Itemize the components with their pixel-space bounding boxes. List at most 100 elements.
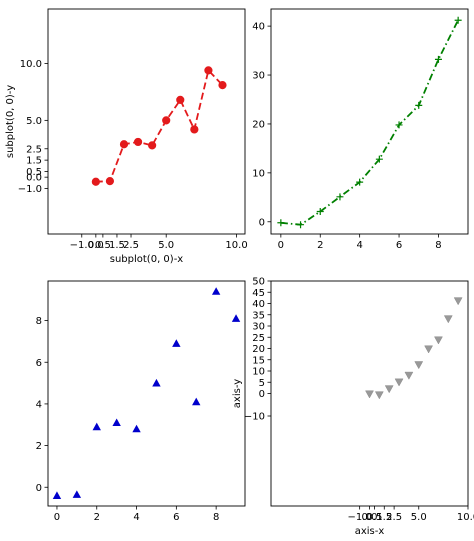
data-point-10 <box>231 314 241 322</box>
series-1 <box>365 297 463 400</box>
x-tick-label: 0 <box>54 512 60 523</box>
axes-frame <box>270 280 469 507</box>
data-point-6 <box>162 116 171 125</box>
y-tick-label: 0 <box>36 483 42 494</box>
data-point-1 <box>365 390 374 399</box>
data-point-8 <box>190 125 199 134</box>
data-point-10 <box>218 81 227 90</box>
x-tick-label: −1.0 <box>348 512 372 523</box>
x-tick-label: 4 <box>133 512 139 523</box>
y-tick-label: 10 <box>252 168 265 179</box>
data-point-10 <box>454 16 462 24</box>
x-tick-label: 5.0 <box>411 512 427 523</box>
y-tick-label: 30 <box>252 322 265 333</box>
y-tick-label: 35 <box>252 310 265 321</box>
data-point-5 <box>132 424 141 433</box>
y-tick-label: 0.0 <box>26 173 42 184</box>
x-tick-label: 10.0 <box>225 240 247 251</box>
data-point-6 <box>414 361 424 370</box>
data-point-2 <box>105 177 115 186</box>
y-tick-label: 0.5 <box>26 167 42 178</box>
data-point-10 <box>453 297 463 306</box>
y-tick-label: 15 <box>252 355 265 366</box>
x-tick-label: 0.0 <box>362 512 378 523</box>
x-tick-label: 2.5 <box>123 240 139 251</box>
data-point-4 <box>133 137 143 147</box>
data-point-2 <box>297 221 305 229</box>
data-point-1 <box>91 177 100 186</box>
data-point-3 <box>92 422 101 431</box>
y-tick-label: 0 <box>259 389 265 400</box>
axes-frame <box>270 8 469 235</box>
data-point-7 <box>172 339 181 347</box>
y-tick-label: 5.0 <box>26 116 42 127</box>
series-1 <box>91 66 227 186</box>
x-tick-label: 0.5 <box>366 512 382 523</box>
series-1 <box>277 16 462 229</box>
y-tick-label: 20 <box>252 344 265 355</box>
y-axis-label: subplot(0, 0)-y <box>5 85 16 158</box>
x-tick-label: 2.5 <box>386 512 402 523</box>
data-point-7 <box>424 345 434 354</box>
data-point-8 <box>192 397 201 406</box>
data-point-3 <box>119 140 129 149</box>
axes-frame <box>47 8 246 235</box>
y-tick-label: 20 <box>252 119 265 130</box>
y-tick-label: 25 <box>252 333 265 344</box>
y-tick-label: 2.5 <box>26 144 42 155</box>
y-tick-label: 4 <box>36 399 42 410</box>
series-line <box>280 19 459 226</box>
data-point-9 <box>443 315 453 324</box>
data-point-6 <box>375 155 383 163</box>
x-tick-label: 2 <box>317 240 323 251</box>
data-point-8 <box>434 336 443 345</box>
x-tick-label: 8 <box>435 240 441 251</box>
data-point-8 <box>415 101 423 109</box>
y-tick-label: 0 <box>259 217 265 228</box>
data-point-7 <box>176 95 185 105</box>
x-tick-label: 1.5 <box>109 240 125 251</box>
y-tick-label: 40 <box>252 299 265 310</box>
data-point-4 <box>112 418 121 427</box>
y-tick-label: 40 <box>252 22 265 33</box>
y-tick-label: 50 <box>252 277 265 288</box>
data-point-9 <box>434 55 442 63</box>
y-tick-label: 8 <box>36 316 42 327</box>
series-1 <box>52 287 241 499</box>
x-tick-label: 0.0 <box>88 240 104 251</box>
data-point-1 <box>277 219 285 227</box>
x-tick-label: 0.5 <box>95 240 111 251</box>
y-tick-label: 30 <box>252 71 265 82</box>
data-point-9 <box>211 287 221 295</box>
x-tick-label: −1.0 <box>70 240 94 251</box>
x-tick-label: 2 <box>94 512 100 523</box>
data-point-3 <box>316 208 324 215</box>
data-point-7 <box>395 121 403 129</box>
y-tick-label: 5 <box>259 378 265 389</box>
data-point-2 <box>72 490 82 498</box>
data-point-2 <box>374 391 384 400</box>
x-tick-label: 10.0 <box>457 512 474 523</box>
data-point-1 <box>52 491 62 499</box>
data-point-6 <box>152 378 161 387</box>
y-tick-label: 45 <box>252 288 265 299</box>
subplot-4: −1.00.00.51.52.5 5.0 10.0 −10 05101520253035… <box>232 277 474 538</box>
axes-frame <box>47 280 246 507</box>
y-axis-label: axis-y <box>232 379 243 408</box>
data-point-4 <box>336 193 344 201</box>
y-tick-label: −10 <box>244 412 265 423</box>
series-line <box>95 68 224 183</box>
data-point-4 <box>394 378 404 387</box>
y-tick-label: 1.5 <box>26 156 42 167</box>
subplot-1: −1.00.00.51.52.5 5.0 10.0−1.00.00.51.52.55… <box>5 8 248 265</box>
y-tick-label: −1.0 <box>18 184 42 195</box>
data-point-5 <box>404 371 414 380</box>
y-tick-label: 10 <box>252 367 265 378</box>
y-tick-label: 10.0 <box>20 59 42 70</box>
y-tick-label: 2 <box>36 441 42 452</box>
x-tick-label: 4 <box>356 240 362 251</box>
x-tick-label: 6 <box>396 240 402 251</box>
data-point-5 <box>356 178 364 186</box>
x-axis-label: subplot(0, 0)-x <box>110 254 184 265</box>
